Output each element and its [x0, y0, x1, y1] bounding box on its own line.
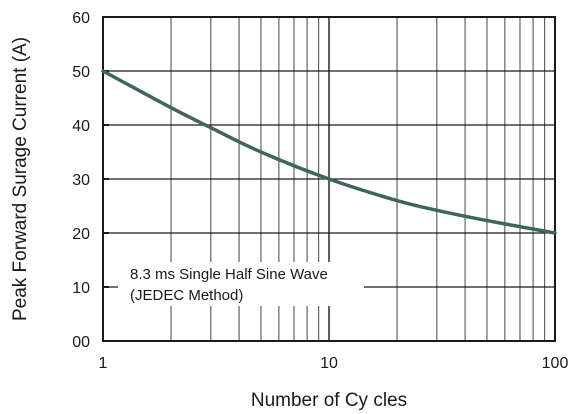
- y-axis-title: Peak Forward Surage Current (A): [10, 37, 31, 321]
- y-tick-label: 30: [72, 172, 90, 189]
- series-line: [101, 69, 557, 235]
- annotation-line-2: (JEDEC Method): [130, 287, 243, 304]
- y-tick-label: 40: [72, 118, 90, 135]
- x-tick-label: 1: [99, 355, 108, 372]
- annotation-background: [118, 262, 364, 306]
- x-tick-label: 100: [542, 355, 569, 372]
- y-tick-label: 60: [72, 10, 90, 27]
- annotation-line-1: 8.3 ms Single Half Sine Wave: [130, 266, 328, 283]
- y-tick-label: 20: [72, 226, 90, 243]
- y-tick-label: 00: [72, 334, 90, 351]
- plot-frame: [102, 16, 556, 342]
- y-tick-label: 10: [72, 280, 90, 297]
- x-axis-title: Number of Cy cles: [251, 390, 407, 411]
- annotation-box: 8.3 ms Single Half Sine Wave (JEDEC Meth…: [118, 262, 364, 306]
- x-tick-labels: 1 10 100: [99, 355, 569, 372]
- y-tick-labels: 00 10 20 30 40 50 60: [72, 10, 90, 351]
- y-tick-label: 50: [72, 64, 90, 81]
- x-tick-label: 10: [320, 355, 338, 372]
